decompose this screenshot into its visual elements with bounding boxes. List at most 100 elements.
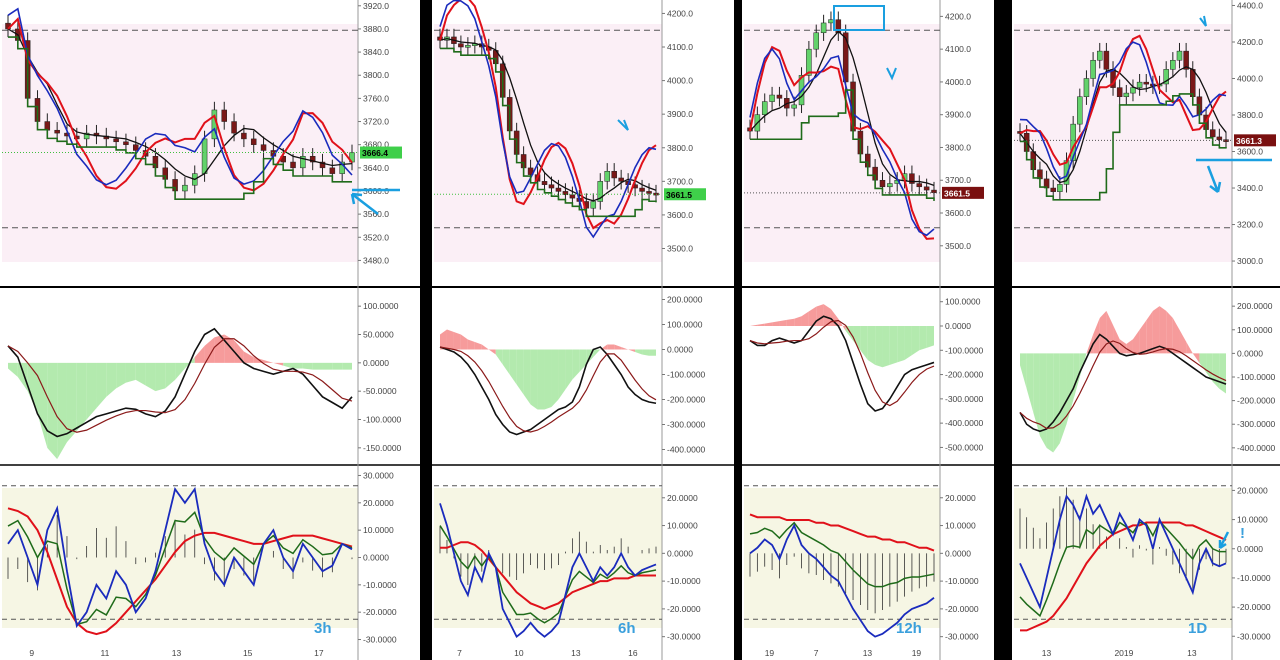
macd-tick-label: 0.0000	[1237, 348, 1263, 358]
price-moving-average	[1019, 66, 1227, 184]
x-tick-label: 19	[765, 648, 775, 658]
oscillator-pane-background	[2, 488, 358, 628]
macd-area-negative	[135, 362, 146, 386]
candle-down	[569, 194, 576, 199]
osc-tick-label: -20.0000	[667, 604, 701, 614]
macd-area-negative	[882, 326, 890, 368]
candle-down	[909, 173, 915, 184]
macd-area-positive	[779, 319, 787, 326]
candle-down	[879, 179, 886, 188]
candle-up	[887, 183, 893, 188]
candle-up	[604, 171, 610, 182]
macd-area-positive	[446, 329, 454, 350]
candle-down	[1183, 50, 1189, 70]
macd-tick-label: 0.0000	[667, 345, 693, 355]
candle-down	[231, 121, 237, 134]
candle-down	[923, 186, 930, 191]
x-tick-label: 13	[1187, 648, 1197, 658]
price-red-line	[7, 17, 353, 192]
macd-area-negative	[1059, 353, 1067, 444]
price-moving-average	[7, 28, 353, 181]
candle-down	[1223, 139, 1229, 142]
macd-area-negative	[1073, 353, 1080, 401]
chart-1d-svg: 4400.0 4200.0 4000.0 3800.0 3600.0 3400.0 3200…	[1012, 0, 1280, 660]
candle-down	[541, 181, 548, 185]
price-tick-label: 4000.0	[667, 76, 693, 86]
candle-up	[1077, 96, 1083, 125]
price-tick-label: 3760.0	[363, 93, 389, 103]
macd-area-positive	[1172, 317, 1180, 354]
candle-up	[813, 32, 819, 50]
macd-area-positive	[823, 304, 831, 326]
candle-up	[201, 138, 208, 174]
osc-tick-label: 20.0000	[945, 493, 976, 503]
macd-area-negative	[1020, 353, 1027, 389]
macd-area-positive	[772, 321, 780, 326]
price-tick-label: 3720.0	[363, 117, 389, 127]
candle-up	[1057, 184, 1063, 192]
macd-area-negative	[1053, 353, 1060, 453]
x-tick-label: 17	[314, 648, 324, 658]
macd-area-positive	[440, 329, 447, 350]
macd-area-negative	[175, 362, 185, 380]
macd-area-negative	[302, 362, 313, 370]
macd-area-positive	[757, 323, 765, 326]
annotation-box	[833, 5, 885, 31]
macd-area-positive	[481, 344, 489, 350]
macd-area-negative	[332, 362, 343, 370]
macd-area-negative	[37, 362, 48, 448]
macd-area-positive	[607, 344, 615, 350]
candle-down	[1209, 129, 1216, 138]
candle-down	[290, 161, 296, 169]
price-tick-label: 3900.0	[667, 109, 693, 119]
osc-tick-label: -30.0000	[363, 635, 397, 645]
last-price-tag	[942, 186, 984, 199]
macd-area-negative	[926, 326, 934, 348]
macd-area-positive	[204, 337, 215, 363]
macd-area-negative	[642, 349, 650, 356]
chart-3h-svg: 3920.0 3880.0 3840.0 3800.0 3760.0 3720.0 3680…	[0, 0, 420, 660]
macd-area-positive	[1166, 310, 1173, 354]
last-price-label: 3666.4	[362, 148, 388, 158]
price-blue-line	[1019, 41, 1227, 181]
macd-tick-label: -100.0000	[667, 370, 706, 380]
osc-tick-label: -10.0000	[363, 580, 397, 590]
candle-down	[1216, 136, 1223, 140]
macd-area-negative	[283, 362, 294, 369]
osc-tick-label: -30.0000	[945, 632, 979, 642]
osc-slow-line	[1020, 521, 1227, 632]
macd-area-positive	[273, 362, 284, 366]
osc-tick-label: 20.0000	[363, 498, 394, 508]
last-price-tag	[360, 146, 402, 159]
x-tick-label: 9	[29, 648, 34, 658]
osc-tick-label: -20.0000	[945, 604, 979, 614]
macd-area-negative	[551, 349, 559, 407]
macd-tick-label: -300.0000	[945, 394, 984, 404]
price-blue-line	[439, 0, 657, 239]
osc-tick-label: 0.0000	[363, 553, 389, 563]
macd-area-positive	[263, 360, 274, 363]
osc-tick-label: 10.0000	[667, 521, 698, 531]
macd-area-positive	[838, 318, 846, 331]
annotation-arrow-icon	[350, 192, 379, 215]
price-tick-label: 3700.0	[667, 176, 693, 186]
macd-area-positive	[1139, 320, 1147, 354]
macd-area-positive	[194, 345, 205, 363]
annotation-arrow-icon	[617, 119, 629, 131]
macd-area-positive	[488, 349, 496, 355]
macd-tick-label: -300.0000	[667, 420, 706, 430]
annotation-exclamation-icon: !	[1240, 525, 1245, 542]
macd-tick-label: -400.0000	[945, 418, 984, 428]
last-price-tag	[1234, 134, 1276, 147]
macd-area-negative	[96, 362, 107, 409]
macd-area-negative	[57, 362, 67, 460]
annotation-arrow-icon	[1199, 15, 1207, 27]
macd-area-positive	[628, 349, 636, 352]
price-tick-label: 4100.0	[667, 42, 693, 52]
macd-area-positive	[1152, 306, 1160, 354]
macd-area-negative	[897, 326, 905, 363]
macd-tick-label: -400.0000	[667, 445, 706, 455]
candle-up	[1083, 78, 1090, 98]
price-red-line	[749, 45, 935, 240]
osc-fast-line	[749, 523, 935, 638]
